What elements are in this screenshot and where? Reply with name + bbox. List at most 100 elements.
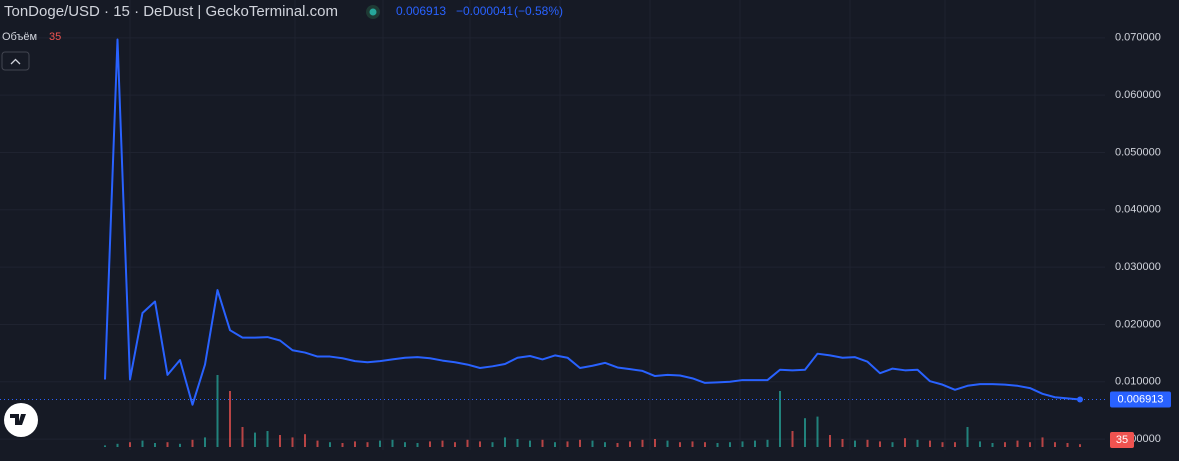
volume-bar <box>316 440 319 447</box>
volume-bar <box>441 440 444 447</box>
y-tick-label: 0.050000 <box>1115 146 1161 158</box>
volume-bar <box>979 441 981 447</box>
volume-bar <box>1066 443 1069 447</box>
volume-bar <box>1004 442 1006 447</box>
volume-bar <box>204 437 206 447</box>
volume-bar <box>366 442 369 447</box>
volume-bar <box>491 442 494 447</box>
volume-bar <box>654 439 656 447</box>
volume-bar <box>129 442 131 447</box>
volume-bar <box>416 443 419 447</box>
volume-bar <box>679 442 681 447</box>
last-price: 0.006913 <box>396 4 446 18</box>
volume-bar <box>954 442 956 447</box>
price-change: −0.000041 <box>456 4 513 18</box>
volume-bar <box>541 439 544 447</box>
status-dot <box>369 8 377 16</box>
logo-mark <box>10 414 26 425</box>
volume-bar <box>179 443 181 447</box>
price-line <box>104 38 1081 406</box>
volume-bar <box>791 431 794 447</box>
volume-bar <box>716 443 719 447</box>
volume-badge-label: 35 <box>1116 434 1128 446</box>
volume-bar <box>879 441 881 447</box>
y-tick-label: 0.040000 <box>1115 204 1161 216</box>
volume-bar <box>804 418 806 447</box>
volume-bar <box>116 443 119 447</box>
y-tick-label: 0.010000 <box>1115 376 1161 388</box>
volume-bar <box>454 442 456 447</box>
volume-bar <box>729 442 731 447</box>
volume-bar <box>141 440 144 447</box>
volume-bar <box>279 435 281 447</box>
volume-bar <box>866 439 869 447</box>
y-tick-label: 0.060000 <box>1115 89 1161 101</box>
grid <box>0 0 1105 450</box>
chart-title: TonDoge/USD · 15 · DeDust | GeckoTermina… <box>4 3 338 20</box>
volume-bar <box>591 440 594 447</box>
collapse-button[interactable] <box>1 51 30 71</box>
y-tick-label: 0.030000 <box>1115 261 1161 273</box>
volume-bar <box>266 431 269 447</box>
last-price-badge-label: 0.006913 <box>1118 393 1164 405</box>
volume-bar <box>516 439 519 447</box>
volume-bar <box>566 441 569 447</box>
volume-bar <box>254 432 256 447</box>
volume-bar <box>1029 442 1031 447</box>
volume-bar <box>629 441 631 447</box>
volume-bar <box>1079 444 1081 447</box>
volume-bar <box>1016 440 1019 447</box>
volume-bar <box>341 443 344 447</box>
last-price-dot <box>1077 396 1083 403</box>
volume-bar <box>1041 437 1044 447</box>
volume-bar <box>229 391 231 447</box>
last-price-badge <box>1110 391 1171 408</box>
volume-bar <box>579 439 581 447</box>
y-tick-label: 0.020000 <box>1115 318 1161 330</box>
volume-badge <box>1110 432 1134 448</box>
volume-value: 35 <box>49 31 61 43</box>
volume-bar <box>391 439 394 447</box>
volume-bar <box>304 434 306 447</box>
volume-bar <box>604 442 606 447</box>
volume-bar <box>891 442 894 447</box>
volume-bar <box>691 441 694 447</box>
volume-bar <box>641 439 644 447</box>
volume-bar <box>929 440 931 447</box>
collapse-icon <box>10 58 21 65</box>
volume-bar <box>754 440 756 447</box>
volume-bar <box>191 439 194 447</box>
volume-bar <box>479 441 481 447</box>
y-tick-label: 0.070000 <box>1115 32 1161 44</box>
volume-bar <box>741 441 744 447</box>
volume-bar <box>766 439 769 447</box>
volume-bar <box>241 427 244 447</box>
volume-bar <box>429 441 431 447</box>
volume-bar <box>916 439 919 447</box>
volume-bar <box>991 443 994 447</box>
volume-bar <box>529 440 531 447</box>
plot <box>0 38 1105 447</box>
price-change-pct: (−0.58%) <box>514 4 563 18</box>
volume-bar <box>166 442 169 447</box>
volume-bar <box>291 437 294 447</box>
volume-bar <box>704 442 706 447</box>
volume-bar <box>854 440 856 447</box>
volume-bar <box>216 375 219 447</box>
volume-bar <box>466 439 469 447</box>
volume-bar <box>504 437 506 447</box>
volume-bar <box>966 427 969 447</box>
volume-bar <box>554 442 556 447</box>
volume-bar <box>404 442 406 447</box>
volume-bar <box>779 391 781 447</box>
volume-bar <box>379 440 381 447</box>
volume-bar <box>829 435 831 447</box>
volume-bar <box>154 443 156 447</box>
volume-bar <box>329 442 331 447</box>
volume-bar <box>816 416 819 447</box>
volume-bar <box>1054 442 1056 447</box>
volume-bar <box>354 441 356 447</box>
volume-bar <box>904 438 906 447</box>
